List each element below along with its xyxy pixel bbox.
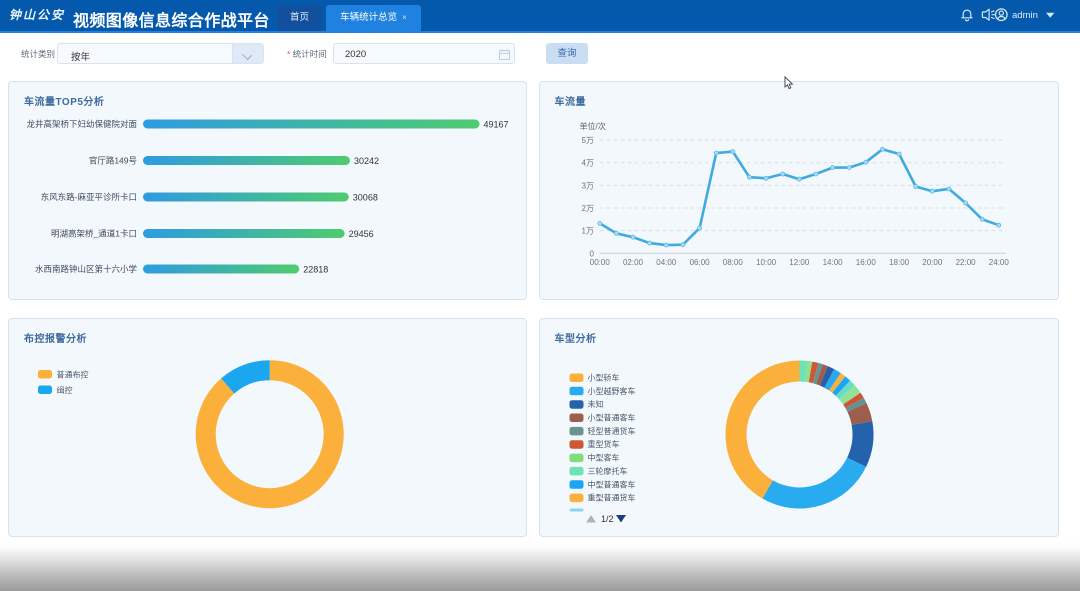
svg-text:龙井高架桥下妇幼保健院对面: 龙井高架桥下妇幼保健院对面 bbox=[26, 119, 137, 129]
svg-text:30068: 30068 bbox=[353, 193, 378, 203]
svg-text:04:00: 04:00 bbox=[656, 258, 677, 267]
svg-text:1万: 1万 bbox=[581, 227, 593, 236]
svg-text:三轮摩托车: 三轮摩托车 bbox=[587, 465, 627, 475]
svg-text:中型客车: 中型客车 bbox=[587, 452, 619, 462]
svg-text:轻型普通货车: 轻型普通货车 bbox=[587, 425, 635, 435]
svg-text:2万: 2万 bbox=[581, 204, 593, 213]
svg-text:3万: 3万 bbox=[581, 181, 593, 190]
svg-text:24:00: 24:00 bbox=[988, 258, 1009, 267]
svg-text:10:00: 10:00 bbox=[756, 258, 777, 267]
svg-text:02:00: 02:00 bbox=[622, 258, 643, 267]
svg-text:1/2: 1/2 bbox=[601, 514, 614, 524]
svg-text:0: 0 bbox=[589, 249, 594, 258]
svg-text:单位/次: 单位/次 bbox=[579, 121, 605, 131]
svg-text:小型越野客车: 小型越野客车 bbox=[587, 385, 635, 395]
svg-text:30242: 30242 bbox=[354, 156, 379, 166]
svg-text:14:00: 14:00 bbox=[822, 258, 843, 267]
svg-text:22:00: 22:00 bbox=[955, 258, 976, 267]
svg-text:普通布控: 普通布控 bbox=[57, 369, 89, 379]
svg-text:中型普通客车: 中型普通客车 bbox=[587, 479, 635, 489]
svg-text:重型普通货车: 重型普通货车 bbox=[587, 492, 635, 502]
svg-text:缉控: 缉控 bbox=[57, 385, 73, 395]
svg-text:22818: 22818 bbox=[303, 265, 328, 275]
svg-text:水西南路钟山区第十六小学: 水西南路钟山区第十六小学 bbox=[35, 264, 138, 274]
svg-text:16:00: 16:00 bbox=[855, 258, 876, 267]
svg-text:未知: 未知 bbox=[587, 399, 603, 409]
svg-text:29456: 29456 bbox=[349, 229, 374, 239]
svg-text:明湖高架桥_通道1卡口: 明湖高架桥_通道1卡口 bbox=[51, 229, 137, 239]
svg-text:小型轿车: 小型轿车 bbox=[587, 372, 619, 382]
svg-text:官厅路149号: 官厅路149号 bbox=[89, 156, 137, 166]
svg-text:12:00: 12:00 bbox=[789, 258, 810, 267]
svg-text:重型货车: 重型货车 bbox=[587, 439, 619, 449]
svg-text:06:00: 06:00 bbox=[689, 258, 710, 267]
svg-text:5万: 5万 bbox=[581, 136, 593, 145]
svg-text:08:00: 08:00 bbox=[722, 258, 743, 267]
svg-text:20:00: 20:00 bbox=[922, 258, 943, 267]
svg-text:小型普通客车: 小型普通客车 bbox=[587, 412, 635, 422]
svg-text:49167: 49167 bbox=[484, 120, 509, 130]
svg-text:4万: 4万 bbox=[581, 159, 593, 168]
svg-text:00:00: 00:00 bbox=[589, 258, 610, 267]
svg-text:东风东路-麻亚平诊所卡口: 东风东路-麻亚平诊所卡口 bbox=[41, 192, 137, 202]
svg-text:18:00: 18:00 bbox=[889, 258, 910, 267]
